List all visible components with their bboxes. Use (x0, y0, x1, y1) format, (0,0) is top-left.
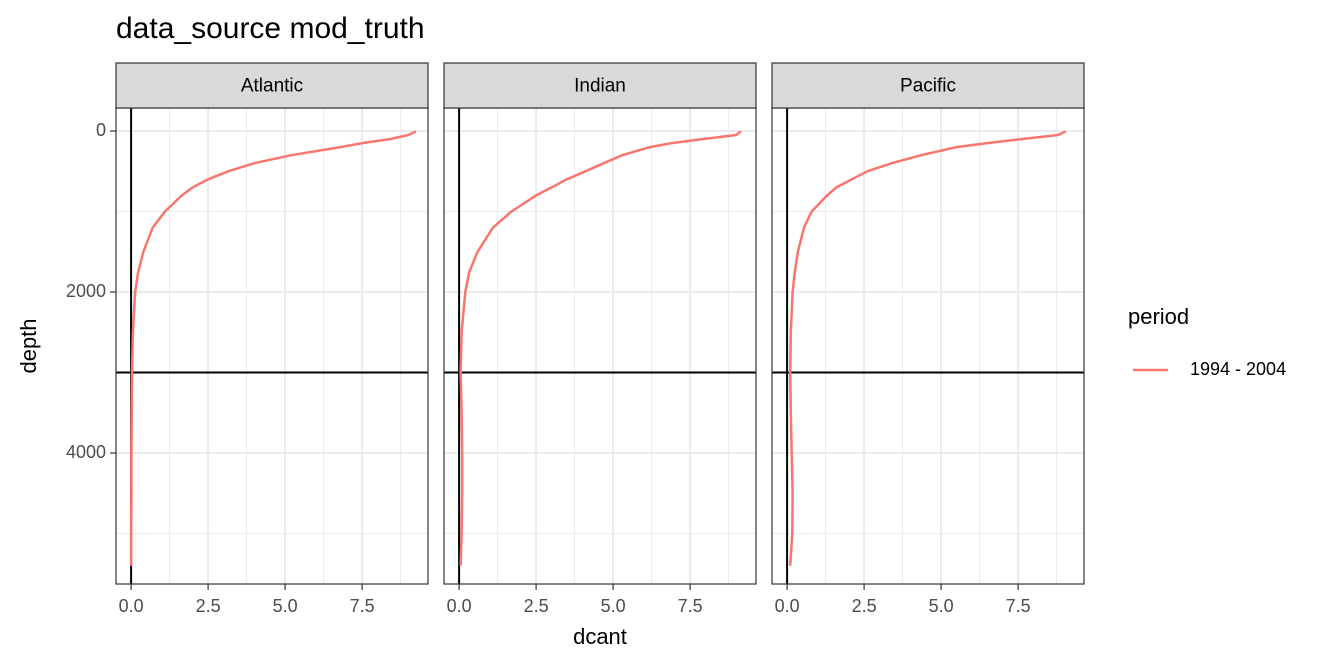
legend-label: 1994 - 2004 (1190, 359, 1286, 379)
strip (771, 62, 1085, 109)
y-axis-title: depth (16, 318, 41, 373)
strip-label: Indian (574, 76, 626, 97)
strip-label: Pacific (900, 76, 956, 97)
x-tick-label: 5.0 (601, 596, 626, 616)
x-tick-label: 2.5 (524, 596, 549, 616)
panel-background (444, 108, 756, 584)
panel-background (116, 108, 428, 584)
y-tick-label: 0 (96, 120, 106, 140)
y-tick-label: 2000 (66, 281, 106, 301)
profile-line (459, 130, 742, 566)
x-tick-label: 0.0 (775, 596, 800, 616)
profile-line (129, 130, 417, 566)
x-tick-label: 0.0 (447, 596, 472, 616)
profile-line (788, 130, 1067, 566)
y-tick-label: 4000 (66, 442, 106, 462)
x-tick-label: 5.0 (273, 596, 298, 616)
x-tick-label: 2.5 (196, 596, 221, 616)
x-tick-label: 2.5 (852, 596, 877, 616)
x-axis-title: dcant (573, 624, 627, 649)
legend-title: period (1128, 304, 1189, 329)
strip (443, 62, 757, 109)
x-tick-label: 0.0 (119, 596, 144, 616)
x-tick-label: 7.5 (1006, 596, 1031, 616)
x-tick-label: 7.5 (678, 596, 703, 616)
x-tick-label: 7.5 (350, 596, 375, 616)
x-tick-label: 5.0 (929, 596, 954, 616)
strip (115, 62, 429, 109)
strip-label: Atlantic (241, 76, 303, 97)
chart-title: data_source mod_truth (116, 12, 425, 45)
panel-background (772, 108, 1084, 584)
